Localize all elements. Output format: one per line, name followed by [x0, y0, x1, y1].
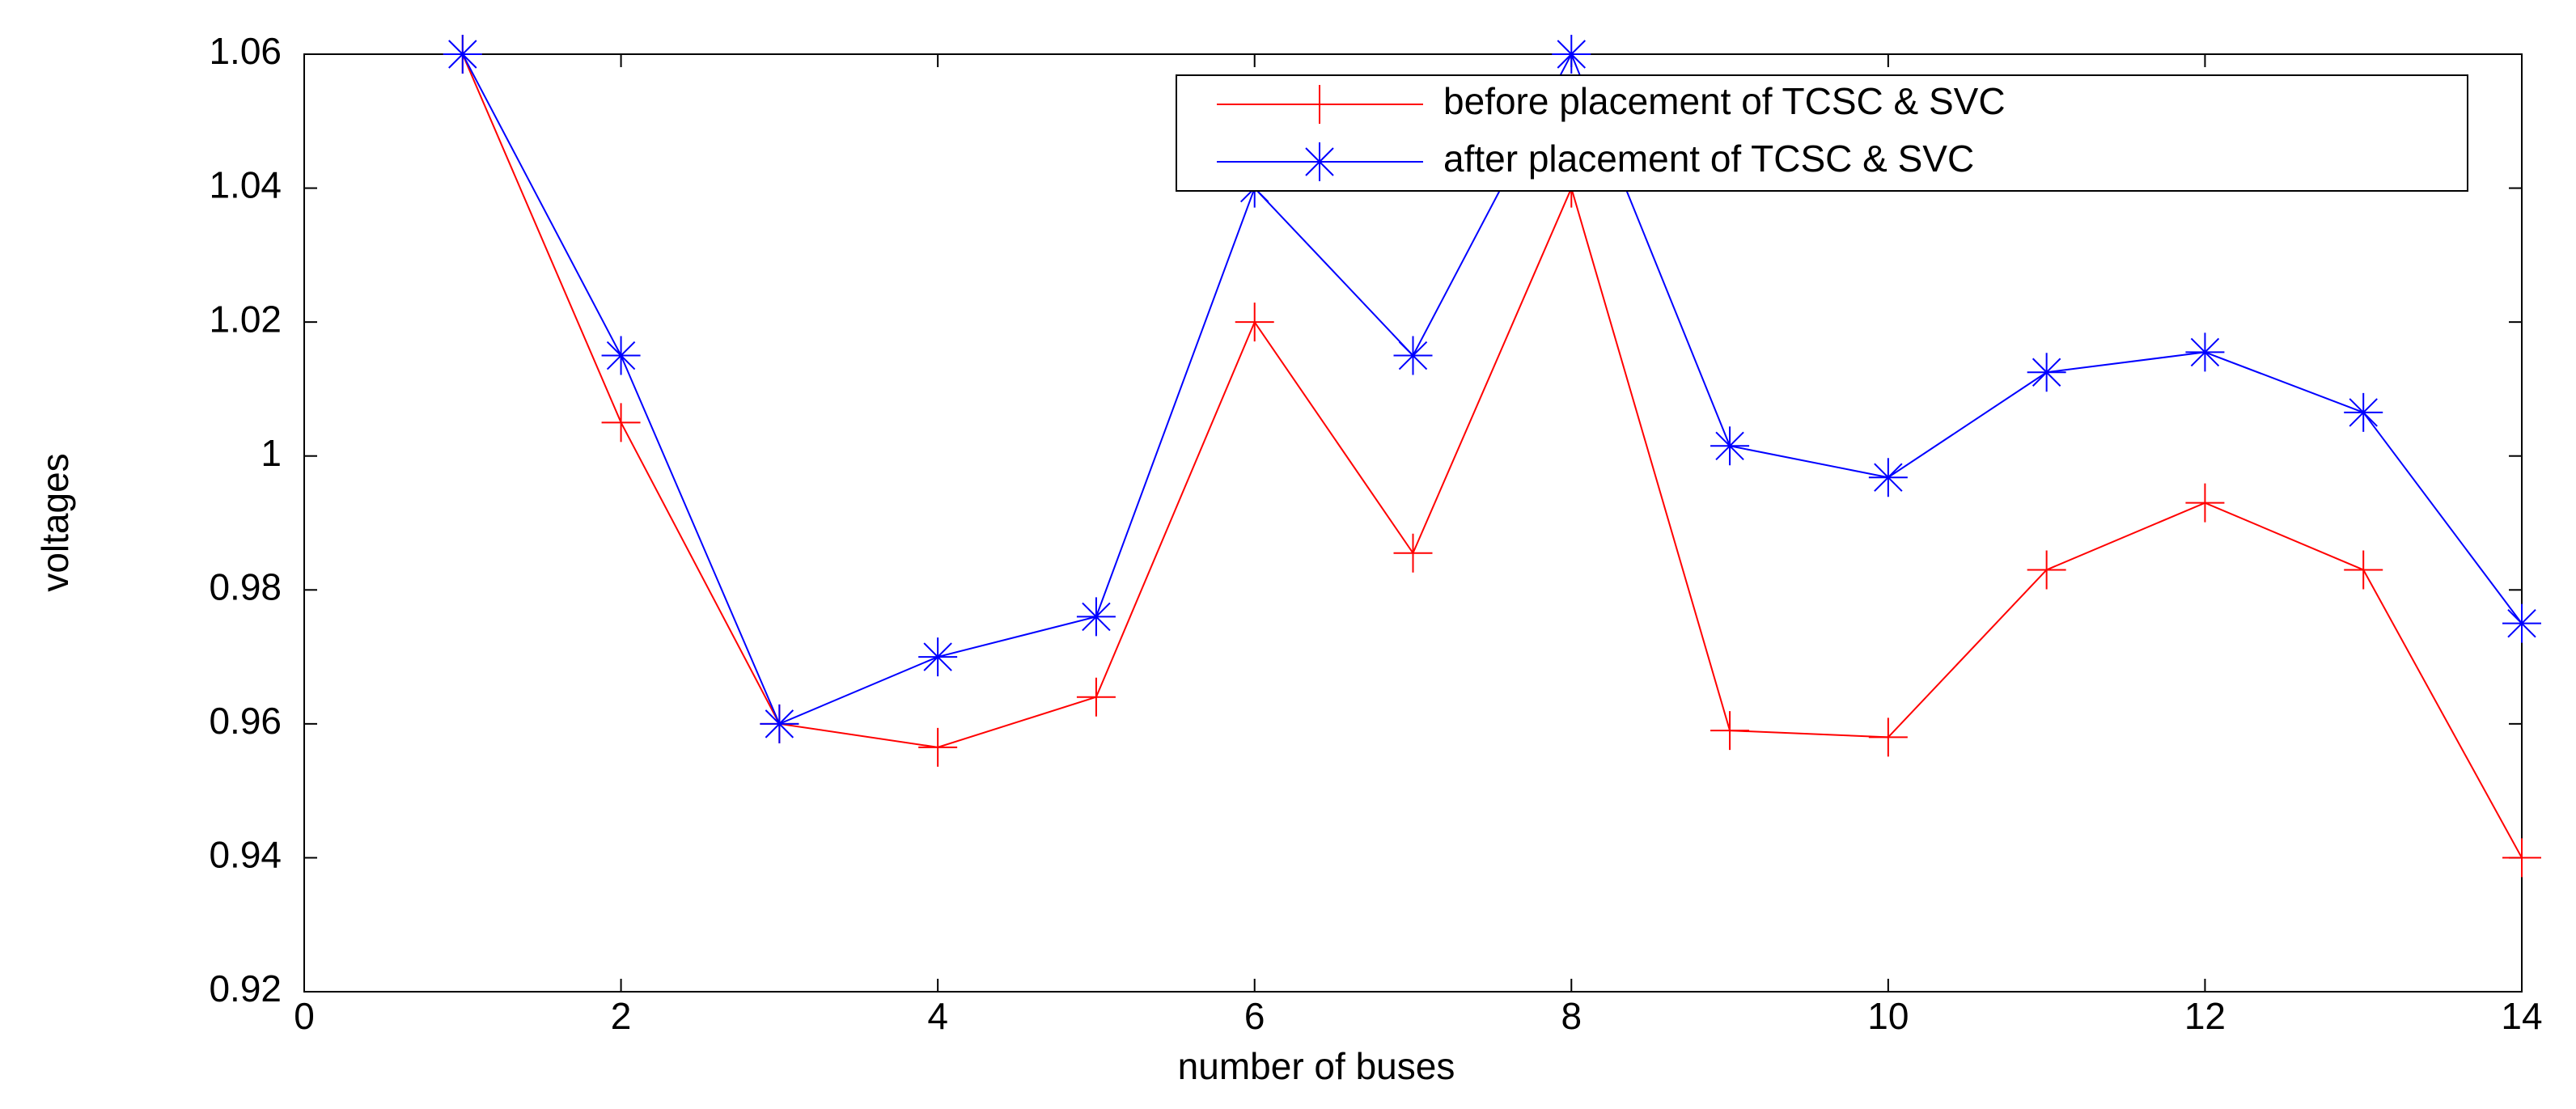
- marker: [1235, 303, 1274, 342]
- marker: [1552, 35, 1591, 74]
- marker: [2502, 838, 2541, 878]
- x-tick-label: 4: [927, 995, 948, 1037]
- legend-marker: [1300, 85, 1339, 124]
- y-tick-label: 1.02: [209, 298, 282, 340]
- legend-label: before placement of TCSC & SVC: [1443, 80, 2006, 122]
- marker: [1710, 426, 1750, 466]
- y-tick-label: 0.98: [209, 565, 282, 607]
- y-tick-label: 0.92: [209, 967, 282, 1010]
- x-axis-label: number of buses: [1178, 1045, 1455, 1087]
- marker: [2027, 353, 2066, 392]
- x-tick-label: 6: [1244, 995, 1265, 1037]
- marker: [2344, 392, 2383, 432]
- plot-frame: [303, 53, 2523, 993]
- x-tick-label: 0: [294, 995, 315, 1037]
- marker: [601, 403, 641, 442]
- marker: [1076, 677, 1116, 717]
- y-axis-label: voltages: [34, 453, 76, 591]
- x-tick-label: 2: [611, 995, 632, 1037]
- series-line: [461, 53, 2523, 858]
- x-tick-label: 8: [1561, 995, 1582, 1037]
- legend-marker: [1300, 142, 1339, 181]
- y-tick-label: 1.04: [209, 164, 282, 206]
- y-tick-label: 1.06: [209, 30, 282, 72]
- x-tick-label: 10: [1867, 995, 1909, 1037]
- legend-box: [1176, 74, 2468, 192]
- marker: [1868, 717, 1908, 757]
- marker: [1868, 458, 1908, 497]
- y-tick-label: 0.94: [209, 834, 282, 876]
- marker: [2185, 483, 2225, 523]
- y-tick-label: 0.96: [209, 700, 282, 742]
- marker: [918, 727, 958, 767]
- marker: [918, 637, 958, 677]
- x-tick-label: 12: [2184, 995, 2226, 1037]
- marker: [1710, 711, 1750, 751]
- y-tick-label: 1: [261, 432, 282, 474]
- series-line: [461, 52, 2523, 726]
- marker: [2185, 332, 2225, 372]
- marker: [2027, 550, 2066, 590]
- legend-label: after placement of TCSC & SVC: [1443, 138, 1974, 180]
- marker: [760, 704, 799, 743]
- marker: [2344, 550, 2383, 590]
- marker: [601, 336, 641, 375]
- marker: [443, 35, 482, 74]
- marker: [1393, 336, 1433, 375]
- marker: [2502, 603, 2541, 643]
- marker: [1393, 533, 1433, 573]
- marker: [1076, 597, 1116, 637]
- x-tick-label: 14: [2501, 995, 2542, 1037]
